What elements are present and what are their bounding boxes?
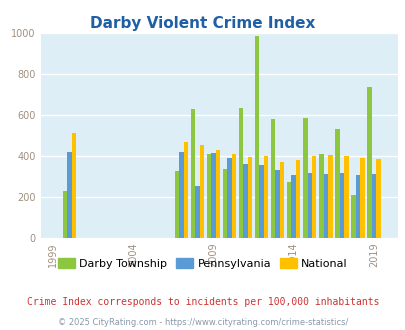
- Bar: [343, 156, 347, 238]
- Bar: [243, 164, 247, 238]
- Bar: [279, 162, 284, 238]
- Bar: [350, 195, 355, 238]
- Bar: [254, 36, 259, 238]
- Bar: [222, 169, 227, 238]
- Bar: [270, 119, 275, 238]
- Bar: [318, 154, 323, 238]
- Bar: [302, 118, 307, 238]
- Bar: [307, 173, 311, 238]
- Bar: [227, 158, 231, 238]
- Legend: Darby Township, Pennsylvania, National: Darby Township, Pennsylvania, National: [54, 254, 351, 273]
- Bar: [247, 157, 252, 238]
- Bar: [295, 160, 300, 238]
- Bar: [355, 175, 359, 238]
- Bar: [366, 87, 371, 238]
- Bar: [231, 154, 236, 238]
- Bar: [259, 165, 263, 238]
- Bar: [62, 190, 67, 238]
- Bar: [323, 174, 327, 238]
- Bar: [371, 174, 375, 238]
- Bar: [327, 155, 332, 238]
- Bar: [199, 145, 204, 238]
- Bar: [179, 152, 183, 238]
- Bar: [291, 175, 295, 238]
- Bar: [339, 173, 343, 238]
- Bar: [239, 108, 243, 238]
- Bar: [175, 171, 179, 238]
- Bar: [190, 109, 195, 238]
- Text: Darby Violent Crime Index: Darby Violent Crime Index: [90, 16, 315, 31]
- Bar: [286, 182, 291, 238]
- Bar: [207, 154, 211, 238]
- Bar: [359, 158, 364, 238]
- Bar: [195, 186, 199, 238]
- Bar: [275, 170, 279, 238]
- Bar: [211, 153, 215, 238]
- Bar: [334, 129, 339, 238]
- Text: Crime Index corresponds to incidents per 100,000 inhabitants: Crime Index corresponds to incidents per…: [27, 297, 378, 307]
- Bar: [183, 143, 188, 238]
- Text: © 2025 CityRating.com - https://www.cityrating.com/crime-statistics/: © 2025 CityRating.com - https://www.city…: [58, 318, 347, 327]
- Bar: [375, 159, 379, 238]
- Bar: [263, 156, 268, 238]
- Bar: [67, 152, 72, 238]
- Bar: [72, 133, 76, 238]
- Bar: [311, 156, 316, 238]
- Bar: [215, 149, 220, 238]
